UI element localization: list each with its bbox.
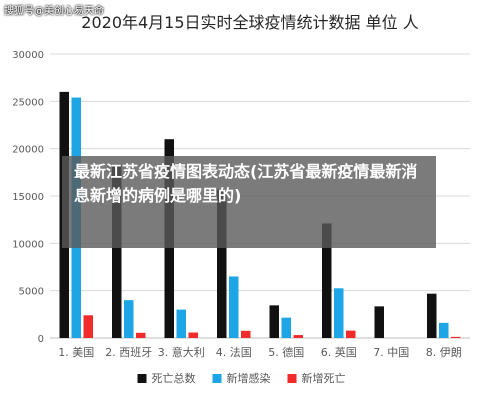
bar [136,332,146,338]
x-tick-label: 1. 美国 [58,346,94,359]
legend-label: 死亡总数 [152,371,196,385]
x-tick-label: 4. 法国 [216,345,252,359]
bar [112,164,122,338]
chart-title: 2020年4月15日实时全球疫情统计数据 单位 人 [81,13,418,32]
bar [322,223,332,338]
x-tick-label: 3. 意大利 [158,345,205,359]
caption-overlay[interactable]: 最新江苏省疫情图表动态(江苏省最新疫情最新消息新增的病例是哪里的) [62,156,436,248]
bar [188,332,198,338]
legend-swatch [212,374,222,383]
legend-label: 新增感染 [227,371,271,385]
legend-swatch [287,374,297,383]
bar [229,276,239,338]
legend-label: 新增死亡 [302,371,346,385]
bar [427,293,437,338]
bar [281,317,291,338]
bar [451,336,461,338]
y-tick-label: 30000 [12,50,44,61]
y-axis-ticks: 0 5000 10000 15000 20000 25000 30000 [12,50,44,345]
x-tick-label: 2. 西班牙 [105,346,152,359]
x-tick-label: 8. 伊朗 [426,346,462,359]
overlay-headline: 最新江苏省疫情图表动态(江苏省最新疫情最新消息新增的病例是哪里的) [74,162,418,205]
bar [346,330,356,338]
y-tick-label: 0 [38,334,44,345]
bar [241,330,251,338]
bar [334,288,344,338]
bar [83,315,93,338]
watermark-text: 搜狐号@美创心易天命 [4,6,104,17]
x-tick-label: 6. 英国 [321,345,357,359]
x-tick-label: 7. 中国 [373,346,409,359]
x-axis-ticks: 1. 美国 2. 西班牙 3. 意大利 4. 法国 5. 德国 6. 英国 7. 中国 8. … [58,345,462,359]
bar [293,335,303,338]
y-tick-label: 25000 [12,97,44,108]
y-tick-label: 10000 [12,239,44,250]
bar [124,300,134,338]
bar [217,189,227,338]
y-tick-label: 15000 [12,192,44,203]
legend-swatch [137,374,147,383]
bar [439,322,449,338]
y-tick-label: 20000 [12,145,44,156]
legend: 死亡总数 新增感染 新增死亡 [137,371,346,385]
bar [176,309,186,338]
x-tick-label: 5. 德国 [268,345,304,359]
y-tick-label: 5000 [19,287,44,298]
bar [269,305,279,338]
bar [374,306,384,338]
